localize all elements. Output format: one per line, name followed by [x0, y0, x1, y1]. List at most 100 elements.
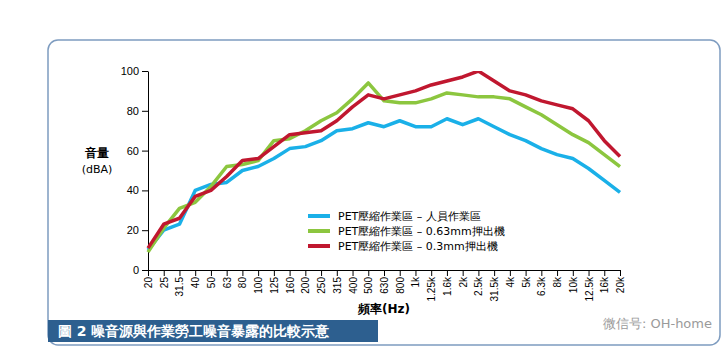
- x-tick-mark: [274, 270, 275, 276]
- x-tick: 80: [237, 270, 248, 288]
- x-tick-label: 50: [206, 277, 217, 289]
- x-tick-label: 1.6k: [442, 276, 453, 296]
- x-tick-mark: [604, 270, 605, 276]
- x-tick: 10k: [568, 270, 579, 293]
- y-tick-mark: [142, 151, 148, 152]
- x-tick: 20k: [615, 270, 626, 293]
- x-tick-mark: [258, 270, 259, 276]
- x-tick-label: 63: [222, 277, 233, 289]
- x-tick-mark: [305, 270, 306, 276]
- legend-swatch: [308, 214, 330, 218]
- y-tick: 80: [127, 105, 148, 117]
- watermark: 微信号: OH-home: [603, 316, 712, 331]
- x-tick-mark: [179, 270, 180, 276]
- x-tick-mark: [400, 270, 401, 276]
- y-axis-title: 音量(dBA): [82, 146, 113, 176]
- x-tick: 400: [348, 270, 359, 294]
- x-tick-label: 20: [143, 277, 154, 289]
- legend: PET壓縮作業區 – 人員作業區 PET壓縮作業區 – 0.63mm押出機 PET壓…: [308, 210, 505, 253]
- y-axis: 020406080100: [121, 65, 149, 276]
- x-tick: 63: [222, 270, 233, 288]
- y-tick-mark: [142, 190, 148, 191]
- series-line: [148, 71, 620, 248]
- y-tick-label: 60: [127, 145, 139, 157]
- x-tick: 1.25k: [426, 270, 437, 301]
- x-tick: 4k: [505, 270, 516, 288]
- x-axis: 20 25 31.5 40 50 63 80 100 125 160 200 250 315 400 500…: [143, 270, 626, 301]
- x-tick-mark: [573, 270, 574, 276]
- x-tick-label: 8k: [552, 276, 563, 288]
- x-tick: 8k: [552, 270, 563, 288]
- x-tick: 500: [363, 270, 374, 294]
- legend-label: PET壓縮作業區 – 0.63mm押出機: [338, 225, 505, 238]
- x-tick: 1k: [410, 270, 421, 288]
- x-tick: 16k: [599, 270, 610, 293]
- x-tick: 250: [316, 270, 327, 294]
- y-tick-mark: [142, 71, 148, 72]
- legend-label: PET壓縮作業區 – 0.3mm押出機: [338, 240, 498, 253]
- x-tick: 200: [300, 270, 311, 294]
- x-tick-label: 25: [159, 277, 170, 289]
- x-tick-mark: [494, 270, 495, 276]
- x-tick-mark: [321, 270, 322, 276]
- x-tick-mark: [415, 270, 416, 276]
- x-tick: 20: [143, 270, 154, 288]
- x-axis-title: 頻率(Hz): [357, 302, 410, 316]
- x-tick-label: 250: [316, 277, 327, 294]
- x-tick-mark: [541, 270, 542, 276]
- plot-area: [148, 71, 620, 252]
- x-tick-label: 800: [395, 277, 406, 294]
- legend-label: PET壓縮作業區 – 人員作業區: [338, 210, 481, 223]
- x-tick-label: 100: [253, 277, 264, 294]
- x-tick: 2k: [458, 270, 469, 288]
- x-tick-label: 80: [237, 277, 248, 289]
- x-tick: 125: [269, 270, 280, 294]
- x-tick-label: 400: [348, 277, 359, 294]
- card-frame: [48, 40, 720, 345]
- x-tick-label: 20k: [615, 276, 626, 293]
- x-tick-mark: [353, 270, 354, 276]
- y-tick: 60: [127, 145, 148, 157]
- x-tick-label: 315: [332, 277, 343, 294]
- x-tick-mark: [290, 270, 291, 276]
- x-tick-label: 200: [300, 277, 311, 294]
- x-tick-label: 2.5k: [473, 276, 484, 296]
- x-tick-mark: [557, 270, 558, 276]
- x-tick-label: 40: [190, 277, 201, 289]
- x-tick-label: 4k: [505, 276, 516, 288]
- y-tick-label: 100: [121, 65, 139, 77]
- x-tick-label: 31.5k: [489, 276, 500, 301]
- x-tick-mark: [431, 270, 432, 276]
- x-tick-mark: [510, 270, 511, 276]
- x-tick-mark: [526, 270, 527, 276]
- x-tick-label: 500: [363, 277, 374, 294]
- x-tick-label: 1k: [410, 276, 421, 288]
- x-tick-mark: [589, 270, 590, 276]
- x-tick-mark: [164, 270, 165, 276]
- y-tick: 40: [127, 184, 148, 196]
- x-tick-label: 630: [379, 277, 390, 294]
- series-line: [148, 83, 620, 252]
- y-tick-label: 20: [127, 224, 139, 236]
- title-bar: [48, 320, 378, 342]
- x-tick-mark: [211, 270, 212, 276]
- legend-swatch: [308, 229, 330, 233]
- x-tick-label: 1.25k: [426, 276, 437, 301]
- x-tick: 1.6k: [442, 270, 453, 296]
- x-tick-mark: [337, 270, 338, 276]
- y-tick-label: 40: [127, 184, 139, 196]
- x-tick: 31.5k: [489, 270, 500, 301]
- x-tick: 40: [190, 270, 201, 288]
- y-tick: 100: [121, 65, 148, 77]
- x-tick: 31.5: [174, 270, 185, 296]
- x-tick-label: 160: [285, 277, 296, 294]
- x-tick-label: 125: [269, 277, 280, 294]
- x-tick-mark: [620, 270, 621, 276]
- y-tick-label: 80: [127, 105, 139, 117]
- x-tick: 6.3k: [536, 270, 547, 296]
- y-tick-mark: [142, 111, 148, 112]
- x-tick-label: 6.3k: [536, 276, 547, 296]
- x-tick-label: 2k: [458, 276, 469, 288]
- x-tick: 630: [379, 270, 390, 294]
- x-tick: 800: [395, 270, 406, 294]
